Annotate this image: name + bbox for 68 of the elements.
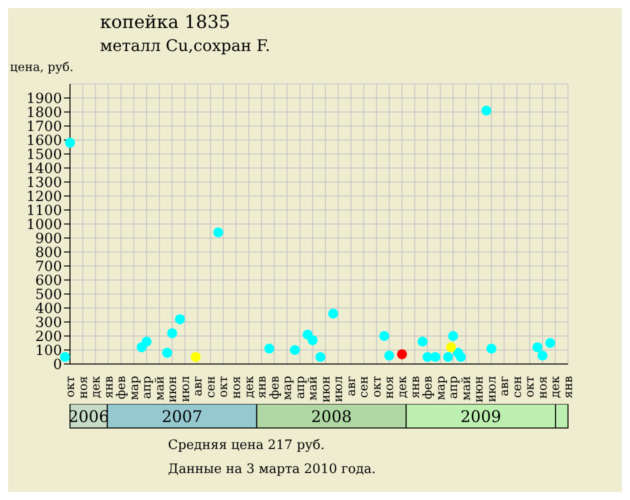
x-tick-label: фев	[114, 376, 128, 400]
y-tick-label: 1800	[26, 104, 62, 121]
y-axis-title: цена, руб.	[10, 60, 74, 74]
x-tick-label: авг	[497, 376, 512, 396]
y-tick-label: 1900	[26, 90, 62, 107]
y-tick-label: 900	[35, 230, 62, 247]
y-tick-label: 400	[35, 300, 62, 317]
x-tick-label: сен	[203, 376, 218, 398]
y-tick-label: 700	[35, 258, 62, 275]
y-tick-label: 1000	[26, 216, 62, 233]
y-tick-label: 600	[35, 272, 62, 289]
x-tick-label: ноя	[229, 376, 243, 399]
y-tick-label: 1700	[26, 118, 62, 135]
x-tick-label: янв	[408, 376, 422, 398]
x-tick-label: июн	[318, 376, 332, 402]
x-tick-label: апр	[292, 376, 307, 399]
x-tick-label: янв	[101, 376, 116, 398]
y-tick-label: 1200	[26, 188, 62, 205]
x-tick-label: авг	[344, 376, 358, 396]
x-tick-label: янв	[561, 376, 575, 398]
y-tick-label: 1300	[26, 174, 62, 191]
y-tick-label: 1500	[26, 146, 62, 163]
x-tick-label: ноя	[382, 376, 396, 399]
y-tick-label: 1100	[26, 202, 62, 219]
text: 2007	[162, 407, 202, 426]
x-tick-label: авг	[190, 376, 205, 396]
x-tick-label: июн	[165, 376, 180, 402]
x-tick-label: сен	[510, 376, 524, 398]
x-tick-label: фев	[420, 376, 435, 400]
text: Данные на 3 марта 2010 года.	[168, 462, 376, 477]
x-tick-label: апр	[446, 376, 460, 399]
x-tick-label: апр	[140, 376, 154, 399]
x-tick-label: май	[306, 376, 320, 400]
x-tick-label: ноя	[535, 376, 550, 399]
x-tick-label: сен	[356, 376, 371, 398]
x-tick-label: дек	[88, 376, 103, 398]
y-tick-label: 1400	[26, 160, 62, 177]
x-tick-label: июл	[331, 376, 346, 402]
y-tick-label: 0	[53, 356, 62, 373]
chart-subtitle: металл Cu,сохран F.	[100, 36, 270, 55]
x-tick-label: окт	[369, 376, 384, 398]
x-tick-label: мар	[126, 376, 141, 400]
x-tick-label: янв	[254, 376, 269, 398]
x-tick-label: дек	[242, 376, 256, 398]
x-tick-label: июл	[484, 376, 498, 402]
text: Средняя цена 217 руб.	[168, 438, 325, 453]
x-tick-label: дек	[395, 376, 409, 398]
y-tick-label: 200	[35, 328, 62, 345]
x-tick-label: окт	[522, 376, 537, 398]
x-tick-label: май	[458, 376, 473, 400]
x-tick-label: мар	[433, 376, 448, 400]
x-tick-label: окт	[63, 376, 77, 398]
x-tick-label: окт	[216, 376, 230, 398]
text: 2009	[460, 407, 502, 426]
chart-title: копейка 1835	[100, 12, 230, 33]
x-tick-label: июн	[472, 376, 486, 402]
y-tick-label: 300	[35, 314, 62, 331]
x-tick-label: фев	[267, 376, 282, 400]
text: 2008	[311, 407, 352, 426]
x-tick-label: дек	[548, 376, 562, 398]
x-tick-label: ноя	[76, 376, 90, 399]
y-tick-label: 1600	[26, 132, 62, 149]
x-tick-label: мар	[280, 376, 294, 400]
y-tick-label: 500	[35, 286, 62, 303]
x-tick-label: июл	[178, 376, 192, 402]
y-tick-label: 800	[35, 244, 62, 261]
y-tick-label: 100	[35, 342, 62, 359]
x-tick-label: май	[152, 376, 166, 400]
